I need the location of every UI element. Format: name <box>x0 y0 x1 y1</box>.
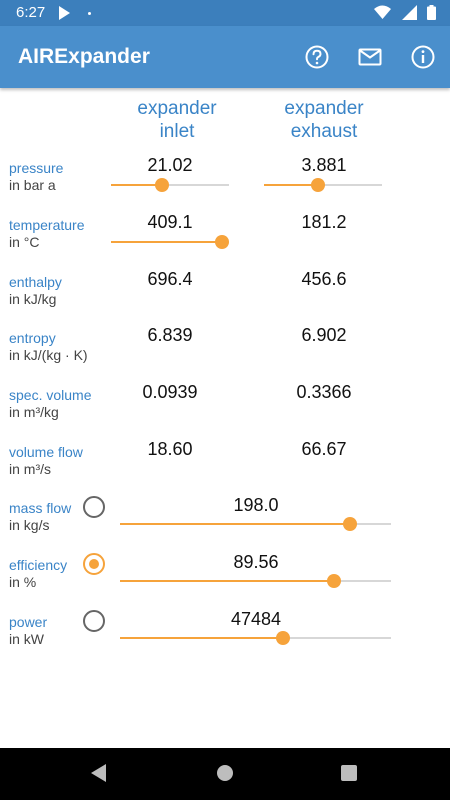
enthalpy-unit: in kJ/kg <box>9 291 57 307</box>
volume-flow-inlet-value: 18.60 <box>147 439 193 459</box>
entropy-label-group: entropy in kJ/(kg · K) <box>9 330 88 364</box>
slider-fill <box>120 637 283 639</box>
power-unit: in kW <box>9 631 44 647</box>
spec-volume-inlet-value: 0.0939 <box>142 382 198 402</box>
status-bar: 6:27 <box>0 0 450 26</box>
enthalpy-inlet-value: 696.4 <box>147 269 193 289</box>
power-slider[interactable] <box>120 630 391 646</box>
column-header-exhaust: expander exhaust <box>284 98 364 142</box>
entropy-exhaust-value: 6.902 <box>301 325 347 345</box>
mail-icon[interactable] <box>357 44 383 70</box>
efficiency-label: efficiency <box>9 557 68 573</box>
spec-volume-label-group: spec. volume in m³/kg <box>9 387 91 421</box>
temperature-unit: in °C <box>9 234 40 250</box>
pressure-inlet-value[interactable]: 21.02 <box>147 155 193 175</box>
entropy-unit: in kJ/(kg · K) <box>9 347 88 363</box>
navigation-bar <box>0 748 450 800</box>
pressure-label-group: pressure in bar a <box>9 160 63 194</box>
column-header-inlet: expander inlet <box>137 98 217 142</box>
spec-volume-unit: in m³/kg <box>9 404 59 420</box>
mass-flow-label: mass flow <box>9 500 72 516</box>
slider-thumb[interactable] <box>327 574 342 588</box>
efficiency-unit: in % <box>9 574 37 590</box>
slider-fill <box>264 184 319 186</box>
efficiency-label-group: efficiency in % <box>9 557 67 591</box>
help-icon[interactable] <box>304 44 330 70</box>
app-title: AIRExpander <box>18 45 150 68</box>
temperature-inlet-value[interactable]: 409.1 <box>147 212 193 232</box>
notification-dot-icon <box>88 12 91 15</box>
info-icon[interactable] <box>410 44 436 70</box>
home-icon[interactable] <box>217 765 233 781</box>
pressure-label: pressure <box>9 160 64 176</box>
play-store-icon <box>59 6 70 20</box>
signal-icon <box>401 5 417 20</box>
efficiency-slider[interactable] <box>120 573 391 589</box>
slider-fill <box>120 523 351 525</box>
back-icon[interactable] <box>91 764 106 782</box>
battery-icon <box>427 5 436 20</box>
power-radio[interactable] <box>83 610 105 632</box>
mass-flow-radio[interactable] <box>83 496 105 518</box>
enthalpy-exhaust-value: 456.6 <box>301 269 347 289</box>
power-value[interactable]: 47484 <box>230 609 282 629</box>
pressure-exhaust-slider[interactable] <box>264 177 382 193</box>
slider-fill <box>120 580 335 582</box>
power-label: power <box>9 614 48 630</box>
volume-flow-label-group: volume flow in m³/s <box>9 444 83 478</box>
mass-flow-value[interactable]: 198.0 <box>233 495 279 515</box>
efficiency-value[interactable]: 89.56 <box>233 552 279 572</box>
spec-volume-exhaust-value: 0.3366 <box>296 382 352 402</box>
temperature-exhaust-value: 181.2 <box>301 212 347 232</box>
pressure-inlet-slider[interactable] <box>111 177 229 193</box>
wifi-icon <box>374 5 392 19</box>
status-time: 6:27 <box>16 4 46 21</box>
enthalpy-label-group: enthalpy in kJ/kg <box>9 274 62 308</box>
temperature-label: temperature <box>9 217 85 233</box>
volume-flow-label: volume flow <box>9 444 83 460</box>
enthalpy-label: enthalpy <box>9 274 62 290</box>
power-label-group: power in kW <box>9 614 47 648</box>
mass-flow-label-group: mass flow in kg/s <box>9 500 71 534</box>
slider-thumb[interactable] <box>275 631 290 645</box>
volume-flow-unit: in m³/s <box>9 461 51 477</box>
slider-fill <box>111 184 162 186</box>
slider-thumb[interactable] <box>154 178 169 192</box>
slider-thumb[interactable] <box>311 178 326 192</box>
spec-volume-label: spec. volume <box>9 387 92 403</box>
status-icons <box>368 5 436 21</box>
entropy-label: entropy <box>9 330 56 346</box>
slider-thumb[interactable] <box>214 235 229 249</box>
mass-flow-unit: in kg/s <box>9 517 50 533</box>
temperature-label-group: temperature in °C <box>9 217 84 251</box>
app-bar: AIRExpander <box>0 26 450 88</box>
entropy-inlet-value: 6.839 <box>147 325 193 345</box>
temperature-inlet-slider[interactable] <box>111 234 229 250</box>
volume-flow-exhaust-value: 66.67 <box>301 439 347 459</box>
recents-icon[interactable] <box>341 765 357 781</box>
slider-thumb[interactable] <box>343 517 358 531</box>
pressure-exhaust-value[interactable]: 3.881 <box>301 155 347 175</box>
pressure-unit: in bar a <box>9 177 56 193</box>
slider-fill <box>111 241 222 243</box>
mass-flow-slider[interactable] <box>120 516 391 532</box>
efficiency-radio[interactable] <box>83 553 105 575</box>
slider-track <box>111 184 229 186</box>
